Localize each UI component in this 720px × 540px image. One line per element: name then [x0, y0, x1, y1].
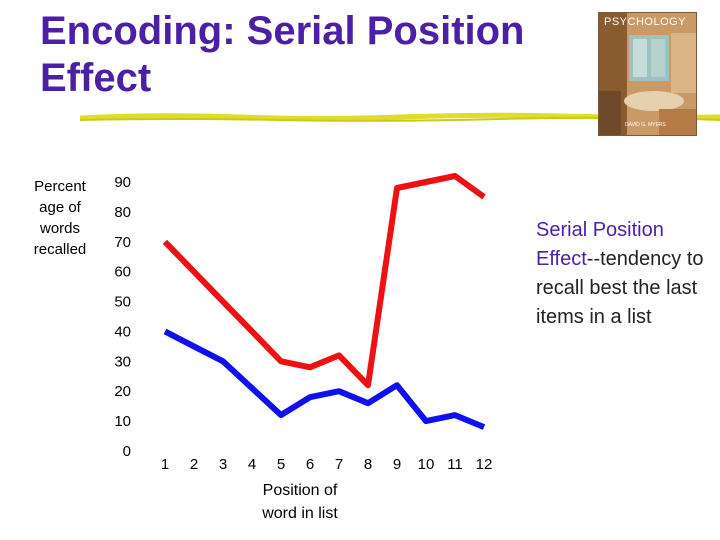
x-tick-label: 1	[161, 456, 169, 473]
y-axis-label: Percent age of words recalled	[20, 176, 100, 260]
title-line-2: Effect	[40, 56, 152, 100]
x-axis-label-line-1: Position of	[263, 482, 338, 499]
y-tick-label: 60	[114, 264, 131, 281]
x-axis-label-line-2: word in list	[261, 505, 338, 522]
definition-text: Serial Position Effect--tendency to reca…	[536, 216, 720, 332]
x-tick-label: 11	[447, 456, 463, 473]
definition-term: Serial Position Effect	[536, 219, 664, 270]
y-tick-label: 90	[114, 174, 131, 191]
definition-body: --tendency to recall best the last items…	[536, 248, 704, 328]
blue-series-line	[163, 328, 486, 430]
y-tick-label: 40	[114, 323, 131, 340]
x-tick-label: 7	[335, 456, 343, 473]
textbook-cover-image: PSYCHOLOGY DAVID G. MYERS	[598, 12, 697, 136]
y-tick-label: 30	[114, 353, 131, 370]
red-series-line	[162, 173, 486, 389]
x-tick-label: 6	[306, 456, 314, 473]
title-line-1: Encoding: Serial Position	[40, 9, 525, 53]
book-cover-author: DAVID G. MYERS	[625, 122, 666, 128]
x-tick-label: 12	[476, 456, 493, 473]
x-tick-label: 2	[190, 456, 198, 473]
y-tick-label: 10	[114, 413, 131, 430]
x-tick-label: 4	[248, 456, 256, 473]
book-cover-art	[599, 13, 696, 135]
y-axis-label-line: age of	[39, 199, 81, 216]
x-tick-label: 8	[364, 456, 372, 473]
book-cover-title: PSYCHOLOGY	[604, 16, 687, 28]
y-tick-label: 20	[114, 383, 131, 400]
slide-title: Encoding: Serial Position Effect	[40, 8, 600, 102]
y-axis-label-line: recalled	[33, 241, 87, 258]
y-tick-label: 0	[123, 443, 131, 460]
x-tick-group: 1 2 3 4 5 6 7 8 9 10 11 12	[161, 456, 493, 473]
x-tick-label: 5	[277, 456, 285, 473]
y-tick-label: 80	[114, 204, 131, 221]
x-tick-label: 3	[219, 456, 227, 473]
series-line-group	[162, 173, 486, 430]
x-tick-label: 9	[393, 456, 401, 473]
y-tick-group: 90 80 70 60 50 40 30 20 10 0	[114, 174, 131, 460]
x-tick-label: 10	[418, 456, 435, 473]
y-axis-label-line: Percent	[34, 178, 86, 195]
y-tick-label: 50	[114, 294, 131, 311]
y-tick-label: 70	[114, 234, 131, 251]
y-axis-label-line: words	[39, 220, 80, 237]
